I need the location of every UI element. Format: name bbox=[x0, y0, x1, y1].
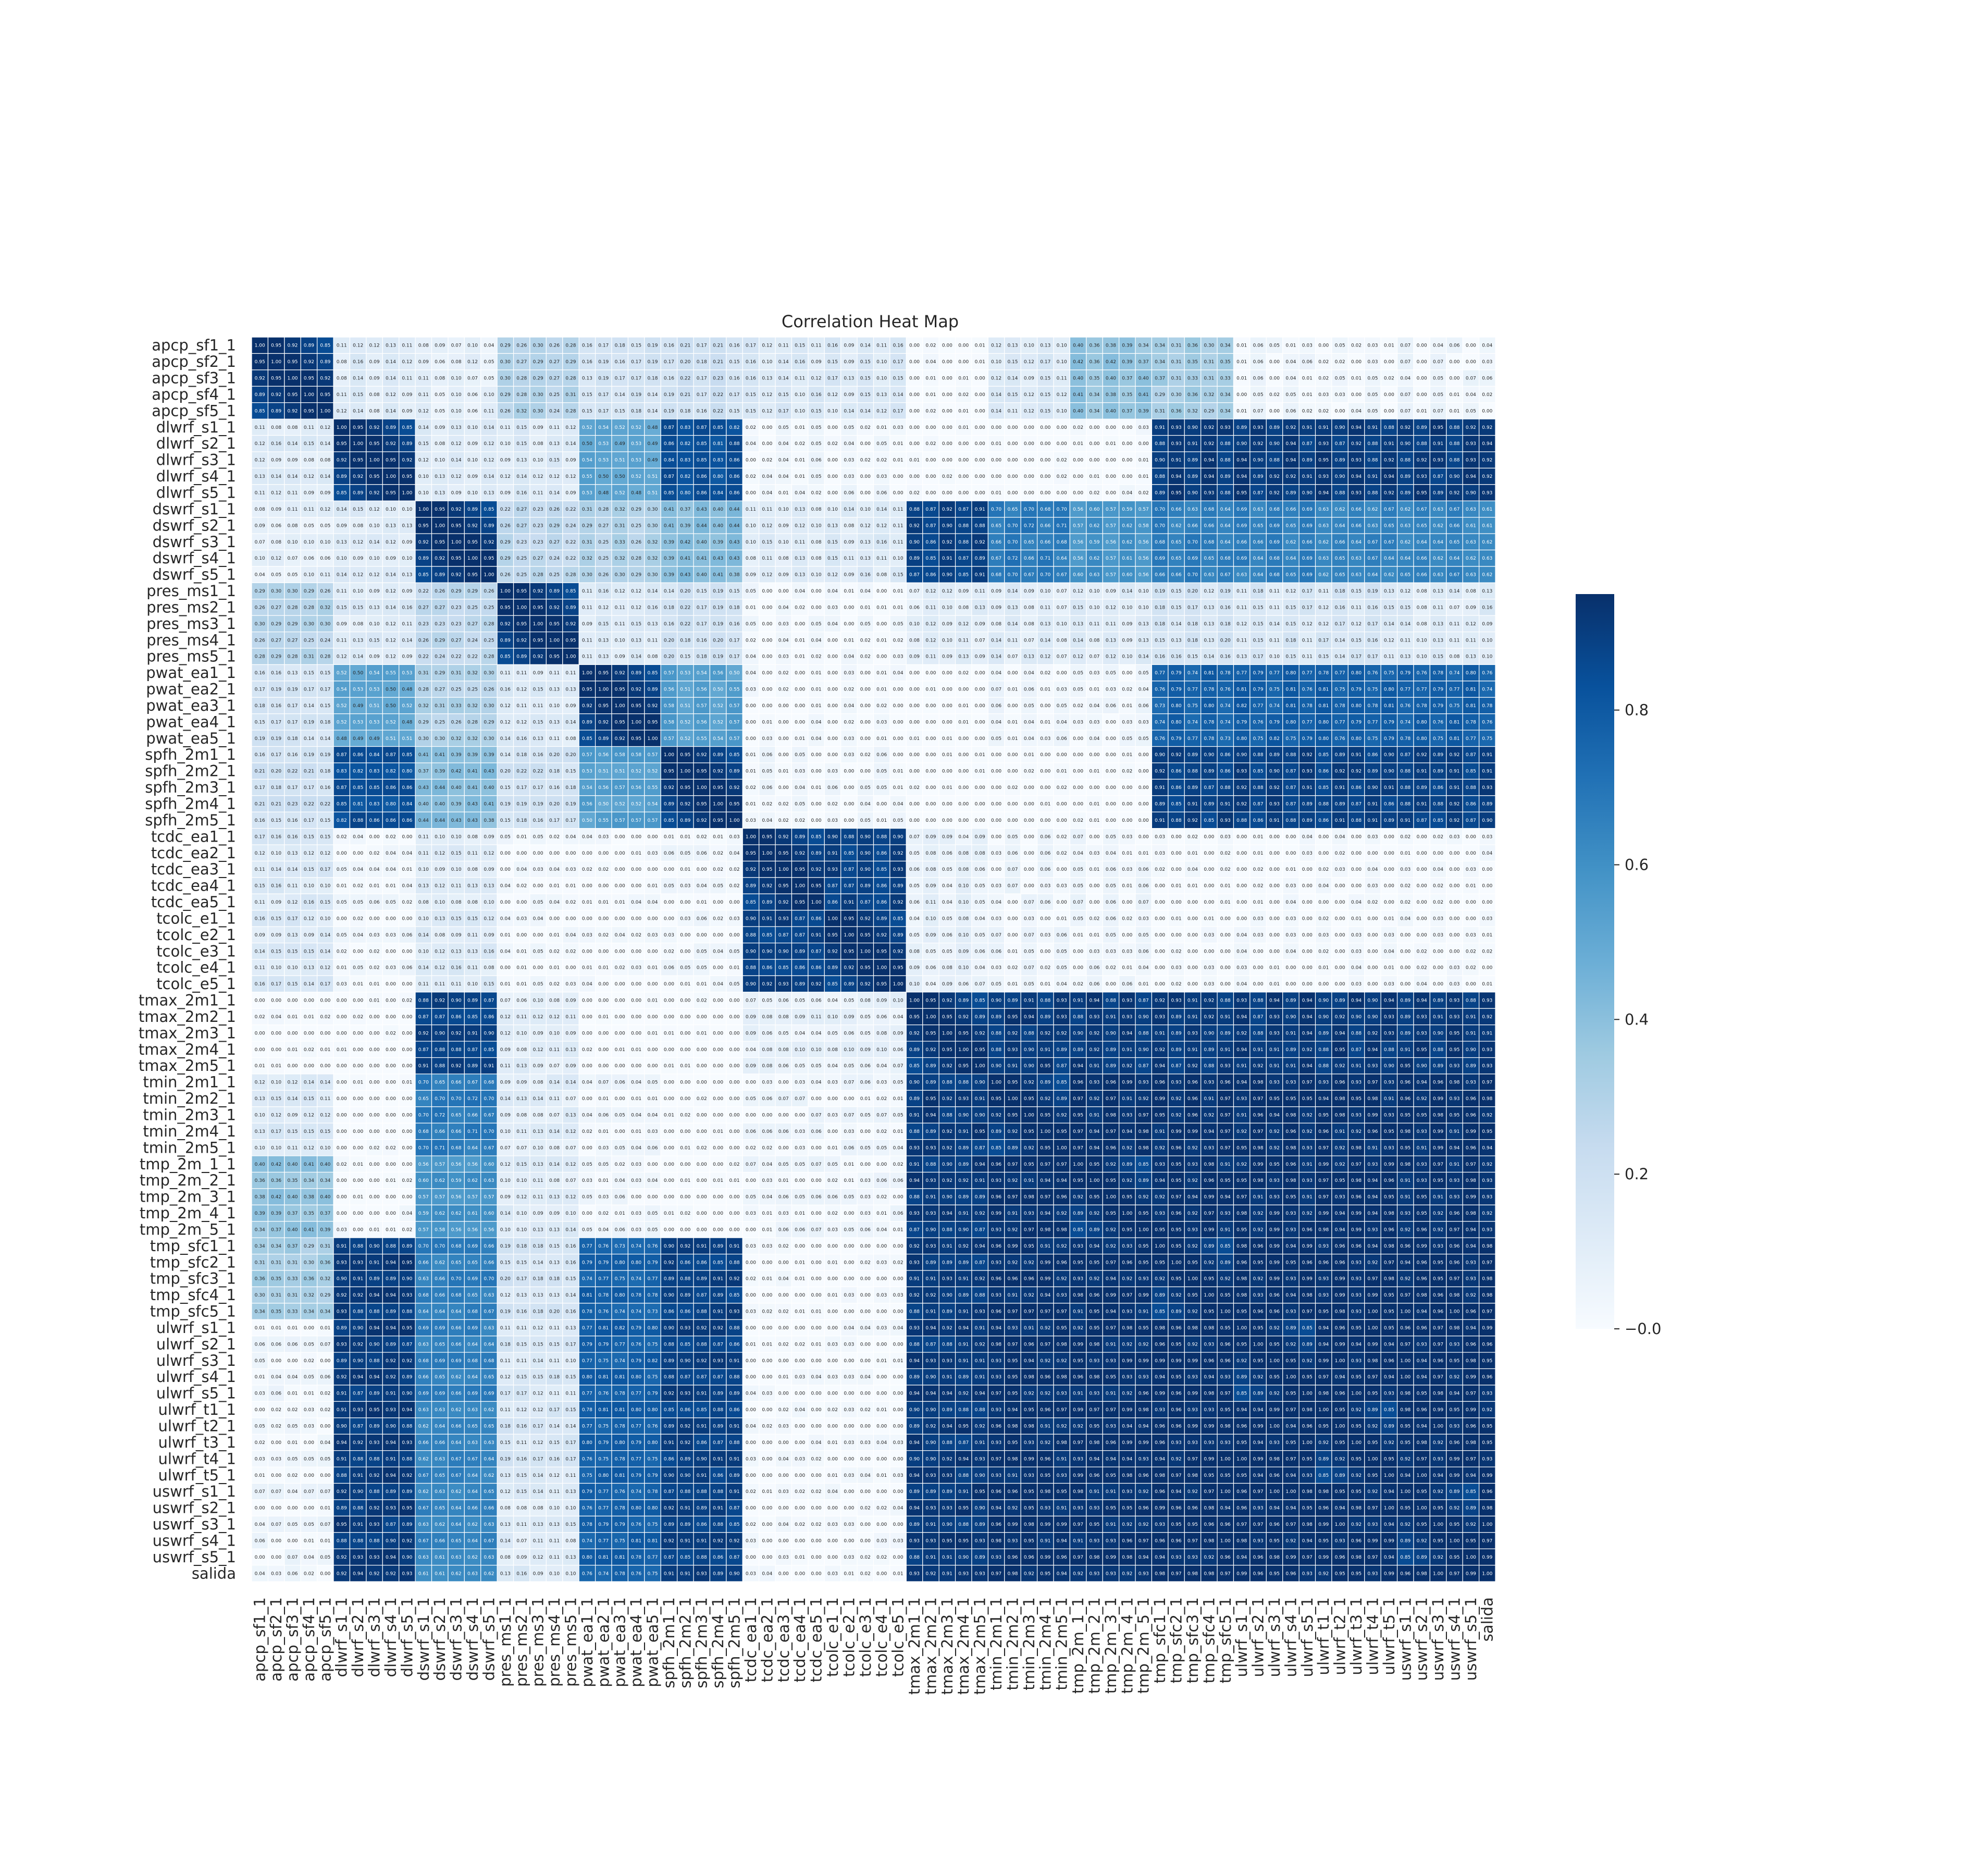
heatmap-cell bbox=[333, 337, 351, 354]
heatmap-cell bbox=[1053, 337, 1070, 354]
heatmap-cell bbox=[464, 337, 481, 354]
heatmap-cell bbox=[922, 337, 939, 354]
heatmap-cell bbox=[840, 337, 858, 354]
heatmap-cell bbox=[546, 337, 563, 354]
heatmap-cell bbox=[611, 337, 628, 354]
heatmap-cell bbox=[497, 337, 514, 354]
heatmap-cell bbox=[987, 337, 1005, 354]
heatmap-cell bbox=[824, 337, 841, 354]
heatmap-cell bbox=[709, 337, 727, 354]
heatmap-cell bbox=[1135, 337, 1153, 354]
heatmap-cell bbox=[1069, 337, 1087, 354]
heatmap-cell bbox=[399, 337, 416, 354]
heatmap-cell bbox=[513, 337, 530, 354]
heatmap-cell bbox=[562, 337, 579, 354]
heatmap-cell bbox=[595, 337, 612, 354]
chart-title: Correlation Heat Map bbox=[782, 312, 959, 331]
heatmap-cell bbox=[971, 337, 988, 354]
heatmap-cell bbox=[677, 337, 694, 354]
heatmap-cell bbox=[366, 337, 383, 354]
heatmap-cell bbox=[1020, 337, 1038, 354]
heatmap-cells bbox=[251, 337, 1496, 1582]
heatmap-cell bbox=[1119, 337, 1136, 354]
heatmap-cell bbox=[1151, 337, 1169, 354]
heatmap-cell bbox=[431, 337, 449, 354]
heatmap-cell bbox=[578, 337, 596, 354]
heatmap-cell bbox=[742, 337, 760, 354]
heatmap-cell bbox=[1102, 337, 1120, 354]
heatmap-cell bbox=[1036, 337, 1054, 354]
